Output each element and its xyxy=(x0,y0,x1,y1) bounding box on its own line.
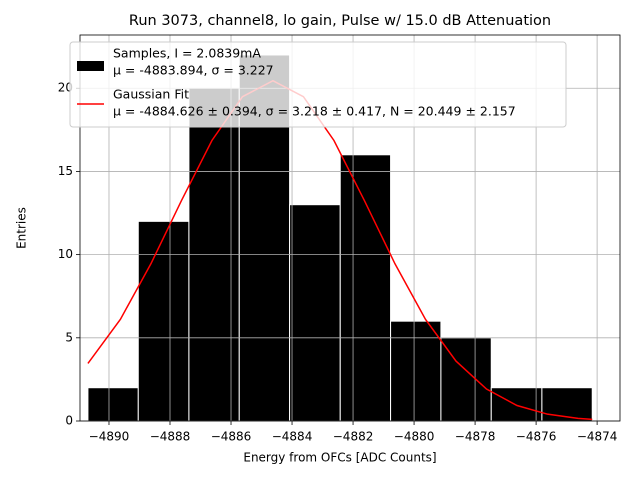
y-tick-label: 15 xyxy=(58,164,73,178)
x-tick-label: −4874 xyxy=(577,430,618,444)
histogram-bar xyxy=(541,387,593,422)
y-tick-label: 5 xyxy=(65,330,73,344)
x-tick-label: −4882 xyxy=(333,430,374,444)
axes-frame xyxy=(79,34,621,422)
chart-title: Run 3073, channel8, lo gain, Pulse w/ 15… xyxy=(129,13,551,29)
histogram-bar xyxy=(137,220,190,422)
x-tick-label: −4878 xyxy=(455,430,496,444)
x-tick-label: −4888 xyxy=(150,430,191,444)
histogram-bar xyxy=(390,320,442,422)
y-tick-label: 10 xyxy=(58,247,73,261)
histogram-bar xyxy=(289,204,341,422)
legend-label: Gaussian Fit xyxy=(113,87,189,102)
y-axis-label: Entries xyxy=(15,207,29,249)
legend-stats: μ = -4884.626 ± 0.394, σ = 3.218 ± 0.417… xyxy=(113,104,516,119)
legend-stats: μ = -4883.894, σ = 3.227 xyxy=(113,63,274,78)
legend: Samples, I = 2.0839mA μ = -4883.894, σ = … xyxy=(69,41,567,128)
histogram-bar xyxy=(87,387,139,422)
x-tick-label: −4890 xyxy=(89,430,130,444)
x-tick-label: −4884 xyxy=(272,430,313,444)
legend-label: Samples, I = 2.0839mA xyxy=(113,46,261,61)
x-tick-label: −4886 xyxy=(211,430,252,444)
y-tick-label: 20 xyxy=(58,81,73,95)
x-tick-label: −4876 xyxy=(516,430,557,444)
y-tick-label: 0 xyxy=(65,414,73,428)
legend-box xyxy=(69,41,567,128)
histogram-bar xyxy=(339,154,392,422)
fit-line xyxy=(87,79,593,421)
x-tick-label: −4880 xyxy=(394,430,435,444)
histogram-bar xyxy=(490,387,543,422)
legend-swatch xyxy=(77,61,104,71)
x-axis-label: Energy from OFCs [ADC Counts] xyxy=(243,451,436,465)
